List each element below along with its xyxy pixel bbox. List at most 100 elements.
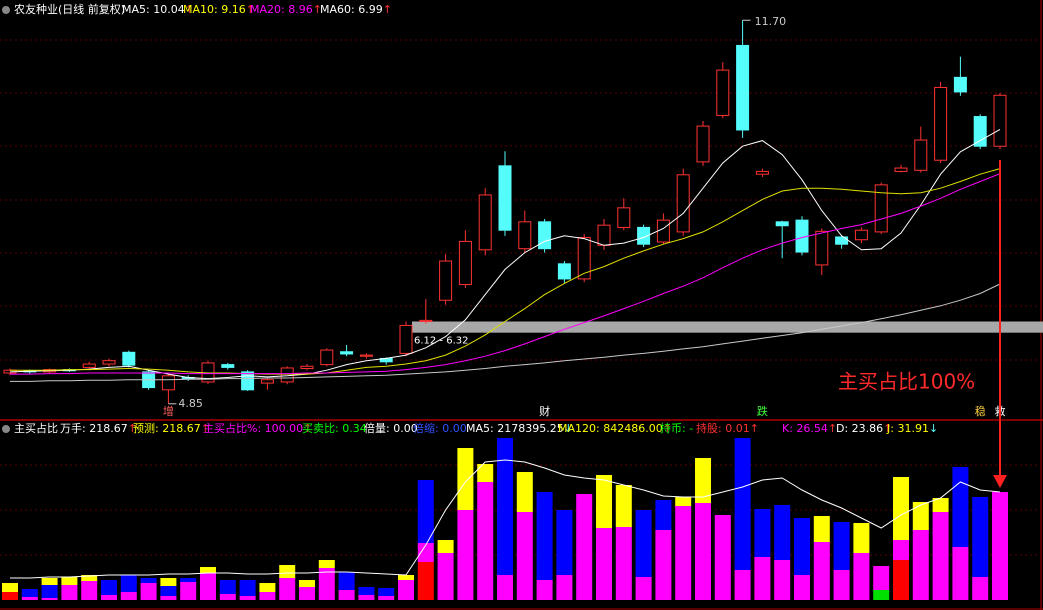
candle-body bbox=[676, 174, 690, 233]
bar-segment bbox=[358, 587, 375, 595]
line bbox=[10, 168, 1001, 375]
bar-segment bbox=[41, 598, 58, 600]
candle-body bbox=[260, 379, 274, 384]
indicator: MA60: 6.99↑ bbox=[320, 3, 392, 16]
bar-segment bbox=[893, 560, 909, 600]
annotation-label: 4.85 bbox=[178, 397, 203, 410]
bar-segment bbox=[180, 578, 197, 582]
candle-body bbox=[419, 319, 433, 322]
indicator: 持币: - bbox=[660, 421, 693, 435]
indicator-label: MA20: 8.96 bbox=[250, 3, 313, 16]
bar-segment bbox=[41, 585, 58, 598]
callout-arrow-head bbox=[993, 475, 1007, 488]
bar-segment bbox=[299, 580, 315, 587]
candle-body bbox=[241, 371, 255, 391]
bar-segment bbox=[813, 542, 830, 600]
indicator-label: 万手: 218.67 bbox=[60, 421, 128, 435]
indicator: 倍缩: 0.00 bbox=[413, 421, 467, 435]
bar-segment bbox=[279, 565, 296, 578]
indicator-arrow: ↑ bbox=[883, 422, 892, 435]
sub-title: 主买占比 bbox=[14, 421, 58, 435]
indicator-label: K: 26.54 bbox=[782, 422, 828, 435]
candle-body bbox=[399, 324, 413, 354]
bar-segment bbox=[655, 530, 672, 600]
bar-segment bbox=[219, 594, 236, 600]
bar-segment bbox=[813, 516, 830, 542]
indicator: MA120: 842486.00↑ bbox=[558, 422, 672, 435]
bar-segment bbox=[437, 553, 454, 600]
indicator-arrow: ↑ bbox=[383, 3, 392, 16]
bar-segment bbox=[318, 560, 335, 568]
bar-segment bbox=[952, 467, 969, 547]
bar-segment bbox=[516, 472, 533, 512]
bar-segment bbox=[675, 506, 692, 600]
price-band-label: 6.12 - 6.32 bbox=[414, 336, 469, 347]
bar-segment bbox=[160, 578, 177, 586]
bar-segment bbox=[912, 502, 929, 530]
bar-segment bbox=[675, 497, 692, 506]
indicator-label: J: 31.91 bbox=[886, 422, 929, 435]
bar-segment bbox=[358, 595, 375, 600]
indicator-arrow: ↑ bbox=[750, 422, 759, 435]
bar-segment bbox=[120, 575, 137, 592]
indicator-label: MA5: 10.04 bbox=[122, 3, 185, 16]
price-band bbox=[412, 321, 1043, 333]
bar-segment bbox=[140, 583, 157, 600]
bar-segment bbox=[101, 580, 117, 595]
indicator-label: 倍缩: 0.00 bbox=[413, 421, 467, 435]
bar-segment bbox=[695, 503, 711, 600]
bar-segment bbox=[853, 553, 870, 600]
bar-segment bbox=[615, 485, 632, 527]
bar-segment bbox=[873, 590, 890, 600]
indicator-label: 买卖比: 0.34 bbox=[302, 422, 367, 435]
candle-body bbox=[518, 221, 532, 250]
bar-segment bbox=[378, 596, 395, 600]
candle-body bbox=[775, 221, 789, 227]
bar-segment bbox=[41, 578, 58, 585]
candle-body bbox=[161, 375, 175, 391]
bar-segment bbox=[120, 592, 137, 600]
bar-segment bbox=[536, 580, 553, 600]
header-icon bbox=[2, 6, 10, 14]
candle-body bbox=[953, 76, 967, 93]
event-tag: 增 bbox=[163, 404, 174, 418]
bar-segment bbox=[417, 543, 434, 562]
bar-segment bbox=[972, 577, 989, 600]
annotation-label: 11.70 bbox=[755, 15, 787, 28]
bar-segment bbox=[853, 523, 870, 553]
bar-segment bbox=[318, 568, 335, 600]
indicator-label: MA10: 9.16 bbox=[183, 3, 246, 16]
sub-header-icon bbox=[2, 425, 10, 433]
candle-body bbox=[458, 240, 472, 286]
candle-body bbox=[498, 165, 512, 231]
bar-segment bbox=[893, 477, 909, 540]
indicator-arrow: ↑ bbox=[246, 3, 255, 16]
bar-segment bbox=[714, 515, 731, 600]
chart-title: 农友种业(日线 前复权) bbox=[14, 2, 125, 16]
bar-segment bbox=[417, 562, 434, 600]
candle-body bbox=[993, 94, 1007, 147]
indicator-label: MA5: 2178395.25 bbox=[466, 422, 564, 435]
bar-segment bbox=[299, 587, 315, 600]
event-tag: 跌 bbox=[757, 404, 768, 418]
bar-segment bbox=[952, 547, 969, 600]
bar-segment bbox=[140, 578, 157, 583]
line bbox=[10, 173, 1001, 375]
indicator: 主买占比%: 100.00↑ bbox=[203, 421, 312, 435]
indicator-arrow: ↑ bbox=[313, 3, 322, 16]
event-tag: 财 bbox=[539, 404, 550, 418]
bar-segment bbox=[596, 528, 612, 600]
indicator: J: 31.91↓ bbox=[886, 422, 938, 435]
candle-body bbox=[439, 260, 453, 301]
candle-body bbox=[656, 219, 670, 243]
bar-segment bbox=[754, 557, 771, 600]
bar-segment bbox=[774, 505, 791, 560]
candle-body bbox=[557, 263, 571, 280]
bar-segment bbox=[477, 482, 494, 600]
line bbox=[10, 283, 1001, 382]
indicator: D: 23.86↑ bbox=[836, 422, 892, 435]
candle-body bbox=[82, 363, 96, 368]
bar-segment bbox=[81, 581, 98, 600]
bar-segment bbox=[596, 475, 612, 528]
